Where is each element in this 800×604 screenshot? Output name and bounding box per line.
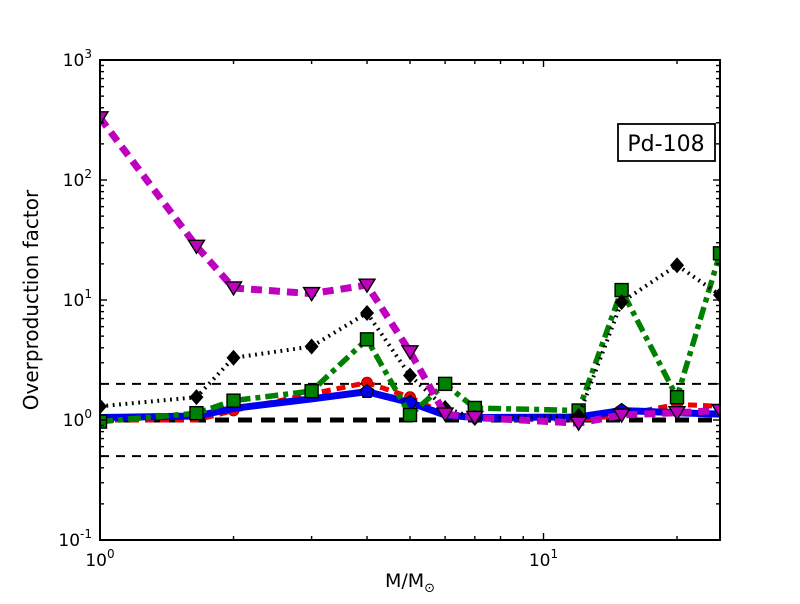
- y-axis-label: Overproduction factor: [19, 189, 43, 410]
- marker-diamond: [226, 349, 241, 366]
- marker-diamond: [670, 257, 685, 274]
- marker-square: [304, 383, 319, 399]
- series-line-black-dotted: [100, 262, 720, 421]
- marker-square: [226, 393, 241, 408]
- series-line-green-dashdot: [100, 252, 720, 425]
- marker-triangle-down: [400, 345, 420, 361]
- marker-square: [402, 407, 418, 423]
- y-tick-label: 102: [63, 167, 92, 191]
- series-green-dashdot: [100, 246, 720, 429]
- marker-triangle-down: [612, 408, 631, 424]
- y-tick-label: 101: [63, 287, 92, 311]
- series-line-magenta-dashed: [100, 115, 720, 427]
- marker-diamond: [304, 338, 319, 355]
- marker-triangle-down: [224, 281, 243, 297]
- marker-diamond: [360, 304, 375, 321]
- y-tick-label: 103: [63, 47, 92, 71]
- marker-diamond: [189, 389, 204, 406]
- marker-square: [712, 246, 720, 261]
- marker-diamond: [403, 367, 417, 384]
- marker-triangle-down: [465, 410, 485, 426]
- isotope-label-box: Pd-108: [617, 123, 716, 162]
- series-line-blue-solid: [100, 388, 720, 422]
- x-axis-label: M/M⊙: [385, 570, 435, 596]
- marker-triangle-down: [302, 286, 321, 302]
- marker-triangle-down: [100, 111, 110, 127]
- isotope-label: Pd-108: [627, 132, 704, 157]
- marker-triangle-down: [187, 239, 206, 255]
- marker-square: [669, 389, 685, 405]
- marker-triangle-down: [667, 406, 687, 422]
- marker-pentagon: [359, 383, 375, 398]
- marker-triangle-down: [710, 403, 720, 419]
- x-tick-label: 101: [529, 547, 558, 571]
- marker-square: [437, 376, 453, 392]
- marker-diamond: [614, 294, 629, 311]
- marker-diamond: [713, 287, 720, 304]
- marker-triangle-down: [357, 278, 377, 294]
- marker-square: [189, 405, 204, 421]
- marker-triangle-down: [435, 407, 455, 423]
- marker-diamond: [100, 398, 107, 415]
- series-magenta-dashed: [100, 111, 720, 432]
- isotope-label-frame: [617, 123, 716, 162]
- y-tick-label: 100: [63, 407, 92, 431]
- marker-triangle-down: [569, 416, 588, 432]
- x-tick-label: 100: [85, 547, 114, 571]
- marker-square: [100, 414, 108, 429]
- marker-square: [359, 332, 375, 347]
- y-tick-label: 10-1: [58, 527, 92, 551]
